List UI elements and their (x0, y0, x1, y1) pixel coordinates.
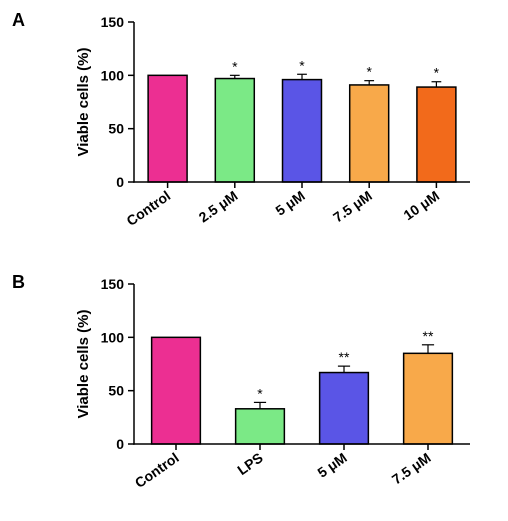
chart-b: *****050100150ControlLPS5 μM7.5 μMViable… (70, 272, 490, 502)
y-axis-label: Viable cells (%) (75, 310, 92, 419)
chart-a: * * * * 0 50 100 150 Control 2.5 μM 5 μM 7.5 μM 10 μ… (70, 10, 490, 240)
y-tick-label: 0 (116, 436, 124, 452)
bar (148, 75, 187, 182)
x-tick-label: LPS (234, 449, 265, 478)
bar (236, 409, 285, 444)
significance-mark: * (366, 64, 372, 80)
panel-a-label: A (12, 10, 25, 31)
significance-mark: * (299, 57, 305, 73)
y-tick-label: 0 (116, 174, 124, 190)
y-tick-label: 100 (101, 329, 125, 345)
x-tick-label: 10 μM (400, 187, 442, 223)
x-tick-label: Control (132, 449, 182, 491)
chart-b-svg: *****050100150ControlLPS5 μM7.5 μMViable… (70, 272, 490, 502)
x-tick-label: 7.5 μM (389, 449, 434, 487)
x-tick-label: 5 μM (314, 449, 349, 480)
x-tick-label: 2.5 μM (196, 187, 241, 225)
y-axis-label: Viable cells (%) (75, 48, 92, 157)
significance-mark: * (434, 65, 440, 81)
y-tick-label: 100 (101, 67, 125, 83)
significance-mark: ** (423, 328, 434, 344)
significance-mark: ** (339, 349, 350, 365)
y-tick-label: 50 (108, 121, 124, 137)
significance-mark: * (232, 58, 238, 74)
bar (283, 80, 322, 182)
chart-a-svg: * * * * 0 50 100 150 Control 2.5 μM 5 μM 7.5 μM 10 μ… (70, 10, 490, 240)
y-tick-label: 150 (101, 276, 125, 292)
x-tick-label: 7.5 μM (330, 187, 375, 225)
significance-mark: * (257, 385, 263, 401)
figure: A ****050100150Control2.5 μM5 μM7.5 μM10… (0, 0, 508, 521)
bar (417, 87, 456, 182)
y-tick-label: 150 (101, 14, 125, 30)
x-tick-label: Control (123, 187, 173, 229)
bar (152, 337, 201, 444)
y-tick-label: 50 (108, 383, 124, 399)
panel-b-label: B (12, 272, 25, 293)
bar (404, 353, 453, 444)
bar (320, 373, 369, 444)
bar (215, 79, 254, 182)
bar (350, 85, 389, 182)
x-tick-label: 5 μM (272, 187, 307, 218)
